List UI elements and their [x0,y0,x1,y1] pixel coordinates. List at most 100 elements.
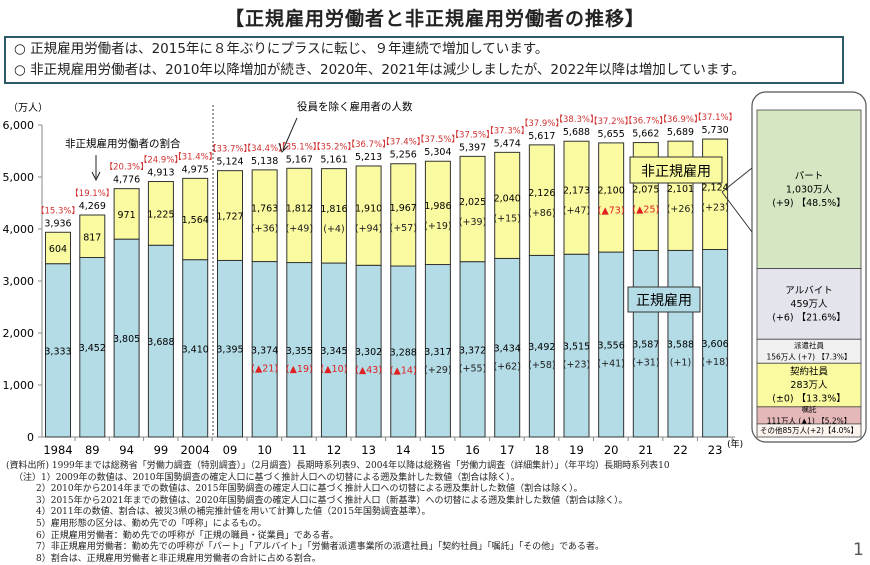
nonregular-change-label: (+49) [286,223,313,234]
regular-value-label: 3,355 [286,346,313,357]
bar-regular [459,261,486,438]
bar-regular [494,257,521,438]
nonregular-change-label: (+39) [459,217,486,228]
share-label: 【37.3%】 [485,126,529,136]
regular-change-label: (+31) [632,358,659,369]
bar-regular [217,259,243,438]
total-label: 4,776 [113,175,140,186]
bar-regular [528,254,555,438]
regular-change-label: (+58) [528,360,555,371]
nonregular-change-label: (▲73) [598,205,625,216]
breakdown-label: (+6) 【21.6%】 [772,313,846,324]
regular-value-label: 3,434 [494,344,521,355]
nonregular-change-label: (+23) [701,202,728,213]
breakdown-label: 1,030万人 [786,184,833,195]
total-label: 5,167 [286,154,313,165]
breakdown-label: 派遣社員 [794,340,824,350]
nonregular-value-label: 2,025 [459,197,486,208]
nonregular-value-label: 1,727 [216,212,243,223]
bar-nonregular [113,188,140,240]
x-tick-label: 89 [85,443,100,457]
y-tick-label: 6,000 [3,119,35,132]
nonregular-change-label: (+86) [528,208,555,219]
bar-nonregular [79,214,106,258]
nonregular-change-label: (+15) [493,213,520,224]
bar-nonregular [251,169,278,263]
bar-regular [390,265,417,438]
arrow-icon [278,142,289,153]
note: 6）正規雇用労働者：勤め先での呼称が「正規の職員・従業員」である者。 [36,530,339,541]
total-label: 5,474 [494,138,521,149]
total-label: 5,688 [563,127,590,138]
nonregular-value-label: 1,910 [355,204,382,215]
bar-nonregular [390,163,417,267]
share-annotation: 非正規雇用労働者の割合 [65,137,181,150]
breakdown-frame [751,91,867,443]
nonregular-value-label: 1,812 [286,203,313,214]
total-label: 5,689 [667,127,694,138]
note: 7）非正規雇用労働者：勤め先での呼称が「パート」「アルバイト」「労働者派遣事業所… [36,542,605,553]
regular-change-label: (▲19) [286,364,313,375]
bar-nonregular [494,151,521,259]
regular-change-label: (+55) [459,363,486,374]
total-label: 5,655 [598,129,625,140]
note: 4）2011年の数値、割合は、被災3県の補完推計値を用いて計算した値（2015年… [36,507,431,518]
regular-value-label: 3,556 [598,341,625,352]
x-tick-label: 23 [708,443,723,457]
total-label: 5,213 [355,152,382,163]
footnotes: (資料出所) 1999年までは総務省「労働力調査（特別調査）」（2月調査）長期時… [6,461,670,565]
share-label: 【37.5%】 [451,130,495,140]
breakdown-segment [756,109,862,269]
breakdown-label: 契約社員 [790,366,829,378]
summary-line: ○ 非正規雇用労働者は、2010年以降増加が続き、2020年、2021年は減少し… [14,62,746,78]
nonregular-value-label: 2,126 [528,188,555,199]
share-label: 【31.4%】 [173,152,217,162]
page-number: 1 [853,540,864,560]
nonregular-change-label: (+4) [323,224,344,235]
nonregular-change-label: (+19) [424,221,451,232]
employees-annotation: 役員を除く雇用者の人数 [297,100,413,113]
summary-line: ○ 正規雇用労働者は、2015年に８年ぶりにプラスに転じ、９年連続で増加していま… [14,41,549,57]
total-label: 5,138 [251,156,278,167]
share-label: 【37.1%】 [693,113,737,123]
regular-value-label: 3,395 [216,345,243,356]
regular-change-label: (▲21) [251,363,278,374]
share-label: 【38.3%】 [554,115,598,125]
note: 5）雇用形態の区分は、勤め先での「呼称」によるもの。 [36,518,267,529]
breakdown-label: 111万人 (▲1) 【5.2%】 [767,417,852,426]
nonregular-value-label: 604 [49,244,67,255]
total-label: 5,617 [528,131,555,142]
breakdown-label: 嘱託 [802,404,817,414]
regular-change-label: (+18) [701,357,728,368]
breakdown-label: 459万人 [790,299,828,310]
bar-regular [286,262,313,438]
regular-value-label: 3,452 [79,343,106,354]
regular-value-label: 3,410 [182,344,209,355]
y-tick-label: 3,000 [3,275,35,288]
share-label: 【33.7%】 [208,145,252,155]
page-title: 【正規雇用労働者と非正規雇用労働者の推移】 [224,8,645,30]
bar-nonregular [320,168,347,264]
x-tick-label: 18 [535,443,550,457]
regular-value-label: 3,302 [355,347,382,358]
regular-value-label: 3,688 [147,337,174,348]
total-label: 3,936 [44,218,71,229]
share-label: 【37.9%】 [520,119,564,129]
nonregular-value-label: 2,040 [494,193,521,204]
total-label: 4,913 [147,168,174,179]
nonregular-value-label: 2,075 [632,185,659,196]
bar-regular [113,238,140,438]
arrow-down-icon [91,171,101,182]
share-label: 【35.1%】 [277,142,321,152]
nonregular-change-label: (+47) [563,206,590,217]
regular-value-label: 3,606 [701,339,728,350]
regular-value-label: 3,588 [667,340,694,351]
x-tick-label: 11 [292,443,307,457]
total-label: 5,730 [701,125,728,136]
nonregular-box [629,156,723,184]
regular-box-label: 正規雇用 [636,292,692,309]
x-tick-label: 14 [396,443,411,457]
regular-change-label: (+29) [424,365,451,376]
regular-value-label: 3,374 [251,345,278,356]
regular-value-label: 3,805 [113,334,140,345]
